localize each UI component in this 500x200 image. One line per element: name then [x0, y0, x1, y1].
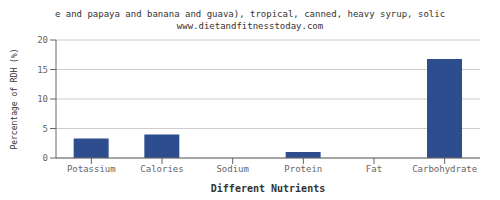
svg-text:10: 10: [37, 94, 48, 104]
svg-text:15: 15: [37, 65, 48, 75]
svg-text:Protein: Protein: [284, 164, 322, 174]
svg-text:Percentage of RDH (%): Percentage of RDH (%): [10, 48, 19, 149]
svg-text:Calories: Calories: [140, 164, 183, 174]
svg-text:Carbohydrate: Carbohydrate: [412, 164, 477, 174]
svg-text:5: 5: [43, 124, 48, 134]
svg-text:Potassium: Potassium: [67, 164, 116, 174]
svg-text:Different Nutrients: Different Nutrients: [211, 183, 325, 192]
svg-text:20: 20: [37, 35, 48, 45]
svg-text:Sodium: Sodium: [216, 164, 249, 174]
svg-text:Fat: Fat: [366, 164, 382, 174]
svg-text:0: 0: [43, 153, 48, 163]
html-text:www.dietandfitnesstoday.com: www.dietandfitnesstoday.com: [176, 21, 324, 31]
html-text:e and papaya and banana and gu: e and papaya and banana and guava), trop…: [54, 9, 446, 19]
